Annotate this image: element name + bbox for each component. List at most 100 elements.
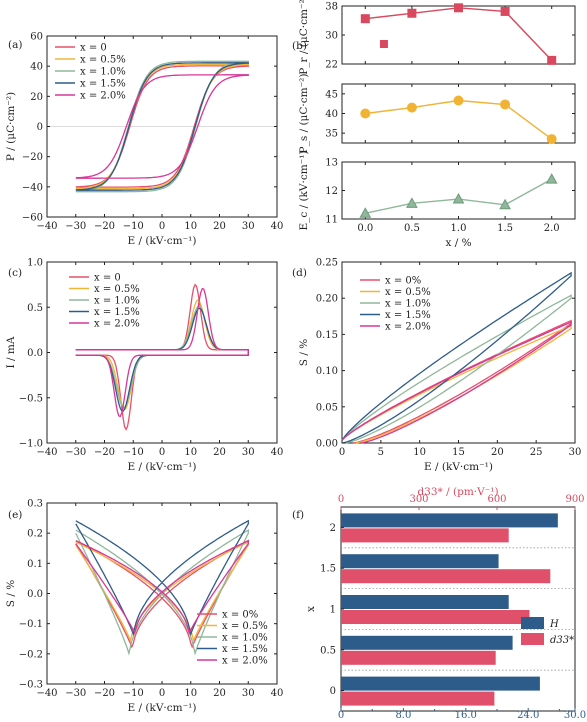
panel-a-ytick-label: 0 — [37, 122, 43, 133]
panel-f-top-xlabel: d33* / (pm·V⁻¹) — [417, 486, 498, 498]
panel-e-legend-label: x = 0.5% — [222, 621, 268, 632]
panel-d-legend-label: x = 0% — [385, 276, 421, 287]
panel-a-legend-label: x = 2.0% — [80, 91, 126, 102]
panel-d-curve-3 — [341, 271, 572, 444]
panel-e-ylabel: S / % — [5, 580, 17, 607]
panel-d-legend-label: x = 2.0% — [385, 322, 431, 333]
panel-f-ytick-label: 0.5 — [320, 645, 336, 656]
panel-d-xtick-label: 30 — [569, 447, 582, 458]
panel-c-xtick-label: −10 — [123, 447, 144, 458]
panel-f-xtick-label: 24.0 — [517, 710, 539, 721]
panel-d-legend-label: x = 1.5% — [385, 310, 431, 321]
panel-b-marker-2 — [452, 193, 465, 204]
panel-b-0-ytick-label: 38 — [325, 2, 338, 13]
panel-a-loop-3 — [75, 62, 249, 191]
panel-f-bar-H-2 — [341, 513, 558, 528]
panel-c-legend-label: x = 2.0% — [94, 319, 140, 330]
panel-e-xtick-label: 20 — [213, 688, 226, 699]
panel-e-curve-4 — [75, 539, 249, 635]
panel-f-ytick-label: 0 — [330, 686, 336, 697]
panel-c-xtick-label: 20 — [213, 447, 226, 458]
panel-f-bar-d33-0 — [341, 691, 495, 706]
panel-f-legend-label-d33: d33* — [550, 635, 574, 646]
panel-b-1-ytick-label: 35 — [325, 129, 338, 140]
panel-e-ytick-label: 0.0 — [27, 589, 43, 600]
panel-d-ytick-label: 0.25 — [316, 258, 338, 269]
panel-b-line-0 — [365, 7, 553, 61]
panel-e-ytick-label: −0.3 — [19, 680, 43, 691]
panel-c-legend-label: x = 1.0% — [94, 296, 140, 307]
panel-a-xtick-label: −20 — [94, 221, 115, 232]
panel-f-ylabel: x — [305, 606, 317, 612]
panel-f-legend-label-H: H — [549, 619, 559, 630]
panel-d-legend-label: x = 1.0% — [385, 299, 431, 310]
panel-f-xtick-label: 30.0 — [564, 710, 586, 721]
panel-e-xtick-label: −40 — [36, 688, 57, 699]
panel-a-xtick-label: 0 — [159, 221, 165, 232]
panel-d-legend-label: x = 0.5% — [385, 287, 431, 298]
panel-d-ytick-label: 0.00 — [316, 439, 338, 450]
panel-c-ytick-label: −0.5 — [19, 393, 43, 404]
panel-b-ylabel-0: P_r / (μC·cm⁻²) — [298, 0, 310, 75]
panel-e-ytick-label: 0.1 — [27, 559, 43, 570]
panel-d-xlabel: E / (kV·cm⁻¹) — [424, 461, 493, 473]
panel-b-2-ytick-label: 13 — [325, 158, 338, 169]
panel-c-legend-label: x = 0.5% — [94, 284, 140, 295]
panel-b-1-ytick-label: 45 — [325, 89, 338, 100]
panel-f-bar-H-1 — [341, 595, 509, 609]
panel-b-0-ytick-label: 22 — [325, 60, 338, 71]
panel-e-xtick-label: −30 — [65, 688, 86, 699]
panel-c-xtick-label: −30 — [65, 447, 86, 458]
panel-f-xtick-label: 0 — [338, 710, 344, 721]
panel-b-2-xtick-label: 0.0 — [357, 223, 373, 234]
panel-c-ytick-label: 1.0 — [27, 258, 43, 269]
panel-e-xtick-label: 10 — [184, 688, 197, 699]
panel-c-ytick-label: 0.0 — [27, 348, 43, 359]
panel-c-xtick-label: 0 — [159, 447, 165, 458]
panel-c-xlabel: E / (kV·cm⁻¹) — [128, 461, 197, 473]
panel-b-marker-0 — [360, 14, 370, 24]
panel-e-ytick-label: −0.2 — [19, 649, 43, 660]
panel-e-xlabel: E / (kV·cm⁻¹) — [128, 702, 197, 714]
panel-f-xtick-label: 16.0 — [455, 710, 477, 721]
panel-b-line-1 — [365, 99, 553, 140]
panel-a-legend-label: x = 0.5% — [80, 55, 126, 66]
panel-f-xtick-label: 8.0 — [395, 710, 411, 721]
panel-c-label: (c) — [8, 267, 22, 279]
panel-a-ylabel: P / (μC·cm⁻²) — [5, 92, 17, 161]
panel-e-xtick-label: 0 — [159, 688, 165, 699]
panel-c-xtick-label: 10 — [184, 447, 197, 458]
panel-c-xtick-label: −40 — [36, 447, 57, 458]
panel-d-curve-4 — [341, 321, 572, 444]
panel-f-bar-H-0.5 — [341, 635, 513, 650]
panel-f-top-xtick-label: 300 — [409, 494, 428, 505]
panel-d-xtick-label: 10 — [413, 447, 426, 458]
panel-e-xtick-label: −10 — [123, 688, 144, 699]
panel-e-xtick-label: 30 — [242, 688, 255, 699]
panel-b-2-xtick-label: 2.0 — [544, 223, 560, 234]
panel-b-2-xtick-label: 0.5 — [404, 223, 420, 234]
panel-b-marker-1 — [546, 134, 557, 145]
panel-b-marker-2 — [545, 173, 558, 184]
panel-e-legend-label: x = 1.0% — [222, 633, 268, 644]
panel-f-bar-d33-2 — [341, 528, 509, 543]
panel-f-legend-swatch-d33 — [521, 633, 544, 645]
panel-a-xtick-label: 30 — [242, 221, 255, 232]
panel-e-curve-2 — [75, 528, 249, 656]
panel-b-marker-0 — [547, 55, 557, 65]
panel-f-top-xtick-label: 600 — [487, 494, 506, 505]
panel-b-marker-1 — [500, 99, 511, 110]
panel-e-ytick-label: 0.2 — [27, 529, 43, 540]
panel-b-legend-marker — [379, 40, 388, 48]
panel-d-xtick-label: 5 — [378, 447, 384, 458]
panel-a-loop-0 — [75, 65, 249, 188]
panel-a-loop-4 — [75, 74, 249, 179]
panel-c-ytick-label: −1.0 — [19, 439, 43, 450]
panel-b-marker-0 — [454, 3, 463, 13]
panel-c-ylabel: I / mA — [5, 336, 17, 368]
panel-b-1-ytick-label: 40 — [325, 109, 338, 120]
panel-f-top-xtick-label: 900 — [565, 494, 584, 505]
panel-d-xtick-label: 25 — [530, 447, 543, 458]
panel-c-ytick-label: 0.5 — [27, 303, 43, 314]
panel-b-marker-1 — [453, 95, 464, 106]
